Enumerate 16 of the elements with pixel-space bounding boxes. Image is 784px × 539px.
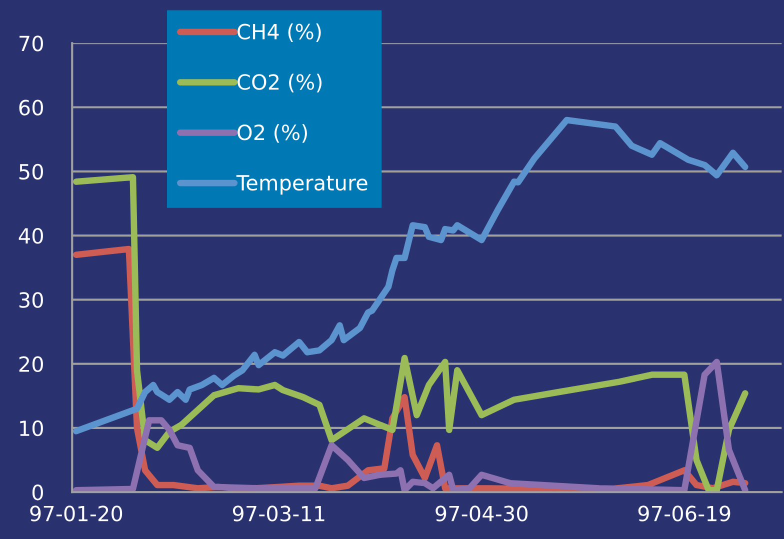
y-tick-label: 50 xyxy=(19,164,43,180)
x-tick-label: 97-01-20 xyxy=(30,506,122,522)
y-tick-label: 30 xyxy=(19,292,43,308)
legend-label: CH4 (%) xyxy=(238,23,321,42)
y-tick-label: 0 xyxy=(32,484,43,500)
x-tick-label: 97-04-30 xyxy=(436,506,528,522)
x-tick-label: 97-06-19 xyxy=(638,506,730,522)
legend-label: O2 (%) xyxy=(238,124,307,143)
x-tick-label: 97-03-11 xyxy=(232,506,324,522)
y-tick-label: 70 xyxy=(20,36,43,52)
y-tick-label: 10 xyxy=(20,420,43,436)
legend-label: CO2 (%) xyxy=(238,74,322,92)
y-tick-label: 60 xyxy=(19,100,43,116)
y-tick-label: 40 xyxy=(18,228,43,244)
y-tick-label: 20 xyxy=(19,356,43,372)
legend-label: Temperature xyxy=(236,175,368,195)
